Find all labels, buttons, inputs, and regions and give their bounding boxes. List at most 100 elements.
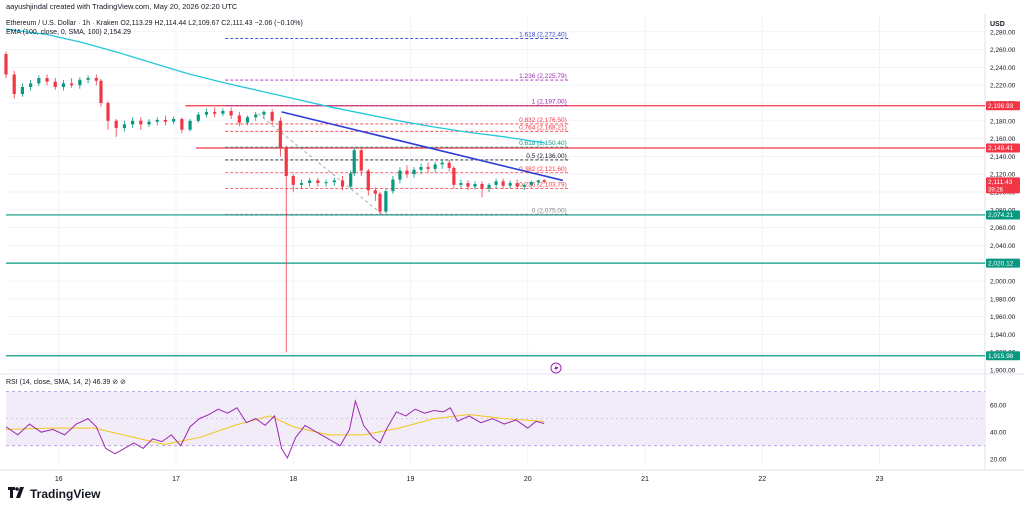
candle-body bbox=[352, 150, 356, 174]
price-tick-label: 2,060.00 bbox=[990, 225, 1016, 232]
candle-body bbox=[473, 183, 477, 187]
price-badge bbox=[986, 143, 1020, 153]
candle-body bbox=[405, 170, 409, 175]
bearish-trendline bbox=[281, 111, 564, 182]
price-badge bbox=[986, 258, 1020, 268]
symbol-line[interactable]: Ethereum / U.S. Dollar · 1h · Kraken O2,… bbox=[6, 20, 303, 27]
candle-body bbox=[29, 83, 33, 87]
candle-body bbox=[542, 180, 546, 182]
candle-body bbox=[529, 182, 533, 185]
candle-body bbox=[61, 83, 66, 87]
price-tick-label: 2,040.00 bbox=[990, 243, 1016, 250]
candle-body bbox=[70, 83, 74, 86]
time-axis[interactable]: 16 17 18 19 20 21 22 23 bbox=[55, 476, 884, 483]
ema-legend[interactable]: EMA (100, close, 0, SMA, 100) 2,154.29 bbox=[6, 29, 131, 36]
ema-100-line bbox=[5, 28, 546, 144]
candle-body bbox=[391, 179, 395, 192]
candle-body bbox=[254, 114, 258, 118]
time-tick-label: 21 bbox=[641, 476, 649, 483]
price-tick-label: 2,260.00 bbox=[990, 47, 1016, 54]
fib-level-label: 0.764 (2,168.21) bbox=[519, 124, 567, 131]
price-badge bbox=[986, 351, 1020, 361]
tradingview-logo-text: TradingView bbox=[30, 487, 101, 501]
time-tick-label: 17 bbox=[172, 476, 180, 483]
candle-body bbox=[366, 170, 370, 191]
price-axis[interactable]: USD1,900.001,920.001,940.001,960.001,980… bbox=[990, 21, 1016, 375]
price-tick-label: 2,120.00 bbox=[990, 172, 1016, 179]
tradingview-logo-icon bbox=[8, 487, 26, 501]
tradingview-brand[interactable]: TradingView bbox=[8, 487, 100, 501]
fib-level-label: 0 (2,075.00) bbox=[532, 207, 567, 214]
candle-body bbox=[114, 120, 118, 128]
candle-body bbox=[324, 182, 328, 184]
price-badge-label: 2,111.43 bbox=[988, 179, 1013, 186]
candle-body bbox=[349, 173, 353, 187]
candle-body bbox=[508, 183, 512, 186]
candle-body bbox=[359, 150, 363, 171]
candle-body bbox=[278, 120, 282, 148]
lightning-icon bbox=[554, 364, 559, 373]
candle-body bbox=[270, 111, 274, 121]
price-tick-label: 2,160.00 bbox=[990, 136, 1016, 143]
candle-body bbox=[94, 78, 98, 81]
candle-body bbox=[494, 181, 498, 185]
candle-body bbox=[37, 78, 41, 84]
candle-body bbox=[237, 115, 241, 123]
chart-misc bbox=[550, 362, 562, 374]
time-tick-label: 16 bbox=[55, 476, 63, 483]
candle-body bbox=[316, 180, 320, 184]
fib-level-label: 1.618 (2,272.40) bbox=[519, 32, 567, 39]
candle-body bbox=[440, 162, 444, 165]
candle-body bbox=[245, 117, 250, 123]
candle-body bbox=[53, 81, 57, 87]
time-tick-label: 19 bbox=[407, 476, 415, 483]
candle-body bbox=[147, 121, 151, 125]
rsi-ma-line bbox=[5, 414, 545, 445]
time-tick-label: 20 bbox=[524, 476, 532, 483]
price-badge-label: 2,149.41 bbox=[988, 145, 1014, 152]
price-tick-label: 1,980.00 bbox=[990, 296, 1016, 303]
candle-body bbox=[229, 111, 233, 116]
candle-body bbox=[122, 124, 127, 128]
time-tick-label: 22 bbox=[758, 476, 766, 483]
candle-body bbox=[204, 111, 209, 115]
candle-body bbox=[433, 164, 437, 169]
candle-body bbox=[221, 111, 225, 114]
price-tick-label: 2,140.00 bbox=[990, 154, 1016, 161]
candle-body bbox=[45, 78, 49, 82]
rsi-legend[interactable]: RSI (14, close, SMA, 14, 2) 46.39 ⊘ ⊘ bbox=[6, 379, 126, 386]
candle-body bbox=[155, 119, 159, 122]
fib-anchor-line bbox=[257, 113, 382, 214]
trendline[interactable] bbox=[281, 111, 564, 182]
rsi-pane: 20.00 40.00 60.00 bbox=[5, 391, 1007, 464]
candle-body bbox=[180, 119, 184, 130]
candle-body bbox=[378, 193, 382, 212]
rsi-line bbox=[5, 399, 545, 459]
author-line: aayushjindal created with TradingView.co… bbox=[6, 2, 238, 11]
price-badge bbox=[986, 177, 1020, 194]
candlesticks bbox=[4, 51, 546, 353]
price-badge bbox=[986, 210, 1020, 220]
price-tick-label: 2,280.00 bbox=[990, 29, 1016, 36]
candle-body bbox=[20, 86, 25, 95]
fib-level-label: 1.236 (2,225.79) bbox=[519, 73, 567, 80]
candle-body bbox=[459, 183, 463, 185]
fib-level-label: 0.5 (2,136.00) bbox=[526, 153, 566, 160]
candle-body bbox=[412, 169, 416, 175]
candle-body bbox=[426, 167, 430, 169]
time-tick-label: 18 bbox=[289, 476, 297, 483]
time-tick-label: 23 bbox=[876, 476, 884, 483]
fibonacci-retracement[interactable]: 1.618 (2,272.40) 1.236 (2,225.79) 1 (2,197… bbox=[225, 32, 569, 215]
support-resistance-lines bbox=[6, 105, 985, 357]
fib-level-label: 0.382 (2,121.60) bbox=[519, 166, 567, 173]
candle-body bbox=[196, 114, 200, 121]
price-tick-label: 2,240.00 bbox=[990, 65, 1016, 72]
candle-body bbox=[522, 184, 526, 187]
rsi-tick-label: 60.00 bbox=[990, 403, 1007, 410]
price-badge-label: 1,915.98 bbox=[988, 353, 1014, 360]
candle-body bbox=[213, 111, 217, 114]
candle-body bbox=[12, 74, 16, 95]
candle-body bbox=[86, 78, 90, 80]
candle-body bbox=[340, 180, 345, 187]
